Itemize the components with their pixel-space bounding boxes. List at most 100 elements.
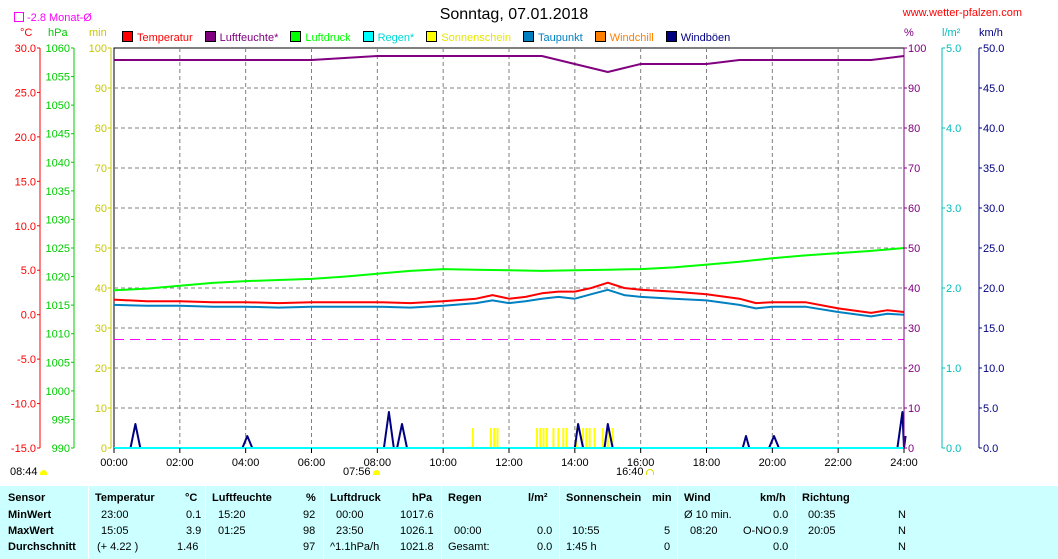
sunshine-bar	[471, 428, 474, 448]
sunshine-unit: min	[652, 492, 672, 504]
wind-max-val: 0.9	[773, 525, 789, 537]
humidity-tick-label: 20	[908, 363, 920, 375]
rain-tick-label: 3.0	[946, 203, 961, 215]
direction-header: Richtung	[802, 492, 850, 504]
rain-tick-label: 2.0	[946, 283, 961, 295]
pressure-tick-label: 1060	[46, 43, 70, 55]
humidity-tick-label: 60	[908, 203, 920, 215]
sunshine-bar	[493, 428, 496, 448]
x-tick-label: 18:00	[693, 457, 721, 469]
pressure-avg-val: 1021.8	[400, 541, 434, 553]
pressure-line	[113, 247, 905, 292]
wind-tick-label: 25.0	[983, 243, 1004, 255]
sunshine-bar	[588, 428, 591, 448]
direction-avg-dir: N	[898, 541, 906, 553]
wind-tick-label: 50.0	[983, 43, 1004, 55]
unit-rain: l/m²	[942, 27, 961, 39]
row-label-sensor: Sensor	[8, 492, 46, 504]
legend-label: Luftfeuchte*	[219, 32, 279, 44]
x-tick-label: 06:00	[298, 457, 326, 469]
minutes-tick-label: 0	[101, 443, 107, 455]
legend: Temperatur Luftfeuchte* Luftdruck Regen* Son…	[122, 31, 742, 45]
axes: 00:00 02:00 04:00 06:00 08:00 10:00 12:00 14:00…	[11, 43, 1005, 469]
sunset-label: 16:40	[616, 466, 654, 478]
sunset-icon	[645, 469, 654, 475]
x-tick-label: 22:00	[824, 457, 852, 469]
row-label-avg: Durchschnitt	[8, 541, 76, 553]
pressure-tick-label: 1040	[46, 157, 70, 169]
pressure-unit: hPa	[412, 492, 433, 504]
legend-item: Temperatur	[122, 31, 193, 44]
sunshine-bar	[489, 428, 492, 448]
temp-tick-label: 0.0	[21, 310, 36, 322]
humidity-tick-label: 100	[908, 43, 926, 55]
minutes-tick-label: 40	[95, 283, 107, 295]
humidity-avg-val: 97	[303, 541, 316, 553]
minutes-tick-label: 60	[95, 203, 107, 215]
rain-unit: l/m²	[528, 492, 548, 504]
sunshine-bar	[496, 428, 499, 448]
sun-icon	[39, 470, 47, 475]
temp-header: Temperatur	[95, 492, 155, 504]
x-tick-label: 04:00	[232, 457, 260, 469]
humidity-tick-label: 90	[908, 83, 920, 95]
sunshine-bar	[606, 428, 609, 448]
legend-item: Luftdruck	[290, 31, 351, 44]
wind-tick-label: 40.0	[983, 123, 1004, 135]
unit-minutes: min	[89, 27, 107, 39]
temp-max-time: 15:05	[101, 525, 129, 537]
wind-tick-label: 5.0	[983, 403, 998, 415]
pressure-tick-label: 1050	[46, 100, 70, 112]
direction-max-dir: N	[898, 525, 906, 537]
temp-min-val: 0.1	[186, 509, 202, 521]
legend-swatch	[523, 31, 535, 42]
temp-avg-note: (+ 4.22 )	[97, 541, 139, 553]
sunshine-bar	[542, 428, 545, 448]
wind-avg-val: 0.0	[773, 541, 789, 553]
rain-avg-note: Gesamt:	[448, 541, 490, 553]
legend-item: Taupunkt	[523, 31, 583, 44]
legend-swatch	[362, 31, 374, 42]
wind-tick-label: 20.0	[983, 283, 1004, 295]
rain-tick-label: 0.0	[946, 443, 961, 455]
sunshine-start-time: 07:56	[343, 466, 371, 478]
sunshine-bar	[535, 428, 538, 448]
sunshine-bar	[562, 428, 565, 448]
chart-title: Sonntag, 07.01.2018	[439, 6, 589, 23]
legend-label: Regen*	[377, 32, 415, 44]
sunshine-bar	[585, 428, 588, 448]
humidity-tick-label: 0	[908, 443, 914, 455]
legend-item: Windböen	[665, 31, 730, 44]
wind-header: Wind	[684, 492, 711, 504]
sunshine-avg-val: 0	[664, 541, 671, 553]
legend-swatch	[594, 31, 606, 42]
sunshine-bar	[582, 428, 585, 448]
pressure-max-time: 23:50	[336, 525, 364, 537]
direction-max-time: 20:05	[808, 525, 836, 537]
pressure-tick-label: 1035	[46, 186, 70, 198]
temp-tick-label: -15.0	[11, 443, 36, 455]
row-label-min: MinWert	[8, 509, 52, 521]
legend-item: Luftfeuchte*	[204, 31, 279, 44]
rain-avg-val: 0.0	[537, 541, 553, 553]
site-link[interactable]: www.wetter-pfalzen.com	[902, 7, 1022, 19]
temp-tick-label: 30.0	[15, 43, 36, 55]
pressure-tick-label: 1055	[46, 72, 70, 84]
humidity-min-time: 15:20	[218, 509, 246, 521]
pressure-tick-label: 1010	[46, 329, 70, 341]
legend-item: Windchill	[594, 31, 654, 44]
summary-table: Sensor MinWert MaxWert Durchschnitt Temp…	[0, 486, 1058, 559]
sunshine-max-time: 10:55	[572, 525, 600, 537]
pressure-tick-label: 995	[52, 414, 70, 426]
legend-swatch	[290, 31, 302, 42]
dewpoint-line	[113, 288, 905, 318]
legend-item: Sonnenschein	[426, 31, 511, 44]
checkbox-icon	[14, 12, 24, 22]
minutes-tick-label: 20	[95, 363, 107, 375]
humidity-tick-label: 30	[908, 323, 920, 335]
humidity-min-val: 92	[303, 509, 316, 521]
unit-humidity: %	[904, 27, 914, 39]
sunshine-bar	[611, 428, 614, 448]
unit-wind: km/h	[979, 27, 1003, 39]
temp-tick-label: -10.0	[11, 399, 36, 411]
